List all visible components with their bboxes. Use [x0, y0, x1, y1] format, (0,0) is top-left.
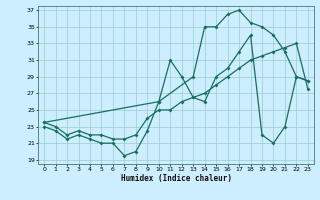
X-axis label: Humidex (Indice chaleur): Humidex (Indice chaleur) — [121, 174, 231, 183]
